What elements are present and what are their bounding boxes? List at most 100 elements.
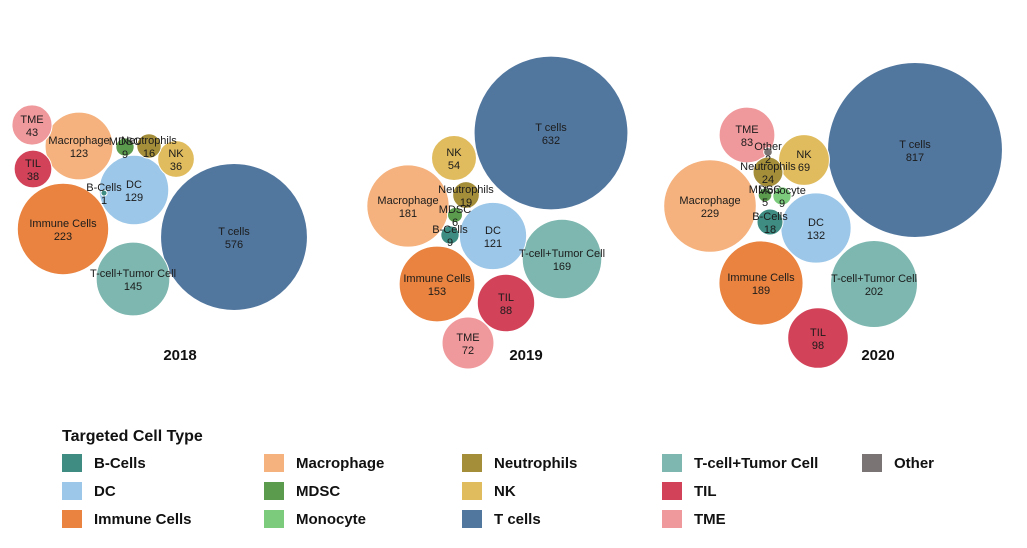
legend-label: TIL (694, 482, 717, 500)
legend-label: TME (694, 510, 726, 528)
bubble-name-label: NK (168, 148, 184, 160)
chart-title: 2020 (861, 347, 894, 364)
bubble-neutrophils (452, 181, 480, 209)
bubble-name-label: T-cell+Tumor Cell (831, 273, 917, 285)
bubble-name-label: Monocyte (758, 185, 806, 197)
bubble-b-cells (756, 208, 784, 236)
bubble-value-label: 43 (26, 127, 38, 139)
bubble-value-label: 229 (701, 208, 719, 220)
bubble-neutrophils (752, 156, 784, 188)
bubble-b-cells (100, 189, 108, 197)
bubble-name-label: T cells (899, 139, 931, 151)
bubble-name-label: T-cell+Tumor Cell (519, 248, 605, 260)
bubble-value-label: 18 (764, 224, 776, 236)
bubble-value-label: 38 (27, 171, 39, 183)
bubble-mdsc (757, 187, 773, 203)
bubble-name-label: DC (485, 225, 501, 237)
bubble-value-label: 223 (54, 231, 72, 243)
bubble-name-label: Neutrophils (121, 135, 177, 147)
bubble-name-label: NK (446, 147, 462, 159)
bubble-name-label: Macrophage (48, 135, 109, 147)
bubble-nk (431, 135, 477, 181)
legend-swatch (62, 482, 82, 500)
bubble-name-label: MDSC (749, 184, 781, 196)
bubble-name-label: TIL (810, 327, 826, 339)
bubble-name-label: T-cell+Tumor Cell (90, 268, 176, 280)
bubble-value-label: 9 (447, 237, 453, 249)
bubble-name-label: TME (735, 124, 758, 136)
legend-label: NK (494, 482, 516, 500)
bubble-tme (11, 104, 53, 146)
chart-title: 2018 (163, 347, 196, 364)
bubble-value-label: 54 (448, 160, 460, 172)
bubble-name-label: TIL (498, 292, 514, 304)
bubble-value-label: 2 (765, 154, 771, 166)
legend-label: T-cell+Tumor Cell (694, 454, 819, 472)
bubble-value-label: 6 (452, 217, 458, 229)
bubble-mdsc (115, 137, 135, 157)
bubble-value-label: 189 (752, 285, 770, 297)
bubble-til (476, 273, 536, 333)
bubble-value-label: 16 (143, 148, 155, 160)
legend-swatch (462, 510, 482, 528)
bubble-name-label: TME (20, 114, 43, 126)
bubble-name-label: DC (808, 217, 824, 229)
bubble-value-label: 83 (741, 137, 753, 149)
bubble-name-label: B-Cells (86, 182, 122, 194)
bubble-value-label: 88 (500, 305, 512, 317)
legend-title: Targeted Cell Type (62, 428, 203, 445)
bubble-name-label: NK (796, 149, 812, 161)
legend-item-nk: NK (462, 480, 516, 502)
bubble-t-cell-tumor-cell (95, 241, 171, 317)
bubble-value-label: 72 (462, 345, 474, 357)
bubble-name-label: MDSC (439, 204, 471, 216)
legend-swatch (264, 482, 284, 500)
bubble-value-label: 9 (779, 198, 785, 210)
bubble-value-label: 145 (124, 281, 142, 293)
bubble-name-label: Macrophage (377, 195, 438, 207)
legend-label: DC (94, 482, 116, 500)
legend: Targeted Cell Type B-Cells DC Immune Cells… (62, 428, 1002, 538)
bubble-value-label: 121 (484, 238, 502, 250)
chart-title: 2019 (509, 347, 542, 364)
bubble-value-label: 576 (225, 239, 243, 251)
bubble-value-label: 69 (798, 162, 810, 174)
bubble-value-label: 123 (70, 148, 88, 160)
bubble-tme (718, 106, 776, 164)
legend-swatch (62, 510, 82, 528)
bubble-value-label: 129 (125, 192, 143, 204)
legend-label: T cells (494, 510, 541, 528)
legend-label: Immune Cells (94, 510, 192, 528)
legend-swatch (264, 454, 284, 472)
legend-label: Neutrophils (494, 454, 578, 472)
bubble-macrophage (366, 164, 450, 248)
bubble-name-label: Immune Cells (403, 273, 471, 285)
legend-swatch (264, 510, 284, 528)
bubble-name-label: Immune Cells (29, 218, 97, 230)
bubble-value-label: 9 (122, 149, 128, 161)
bubble-immune-cells (16, 182, 110, 276)
bubble-value-label: 24 (762, 174, 774, 186)
legend-label: Other (894, 454, 935, 472)
legend-item-t-cells: T cells (462, 508, 541, 530)
legend-swatch (662, 510, 682, 528)
bubble-tme (441, 316, 495, 370)
legend-swatch (462, 482, 482, 500)
bubble-value-label: 202 (865, 286, 883, 298)
bubble-monocyte (772, 186, 792, 206)
legend-swatch (62, 454, 82, 472)
bubble-macrophage (44, 111, 114, 181)
bubble-b-cells (440, 225, 460, 245)
bubble-name-label: T cells (218, 226, 250, 238)
bubble-value-label: 36 (170, 161, 182, 173)
bubble-immune-cells (398, 245, 476, 323)
bubble-t-cells (160, 163, 308, 311)
legend-label: B-Cells (94, 454, 146, 472)
legend-item-neutrophils: Neutrophils (462, 452, 577, 474)
bubble-value-label: 153 (428, 286, 446, 298)
legend-label: Macrophage (296, 454, 385, 472)
bubble-value-label: 181 (399, 208, 417, 220)
legend-swatch (462, 454, 482, 472)
bubble-neutrophils (136, 133, 162, 159)
bubble-value-label: 632 (542, 135, 560, 147)
